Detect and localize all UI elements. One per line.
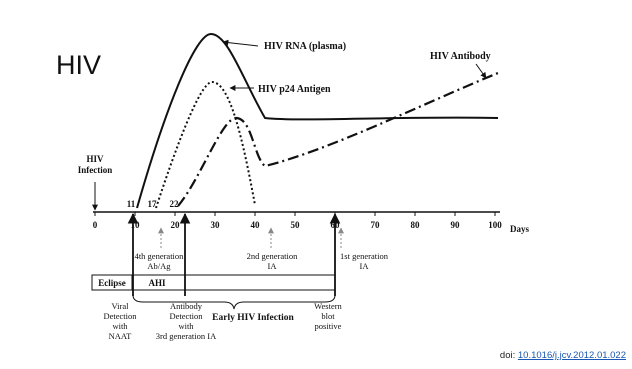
antibody-detection-line2: Detection (169, 311, 203, 321)
first-gen-label-line1: 1st generation (340, 251, 389, 261)
axis-ticks: 0102030405060708090100 (93, 212, 502, 230)
axis-tick-label: 90 (451, 220, 461, 230)
axis-tick-label: 20 (171, 220, 181, 230)
infection-label-line1: HIV (86, 154, 104, 164)
rna-label: HIV RNA (plasma) (264, 41, 346, 52)
axis-tick-label: 50 (291, 220, 301, 230)
viral-detection-line1: Viral (112, 301, 130, 311)
antibody-detection-line3: with (178, 321, 194, 331)
axis-tick-label: 100 (488, 220, 502, 230)
antibody-label: HIV Antibody (430, 51, 491, 62)
doi-citation: doi: 10.1016/j.jcv.2012.01.022 (500, 350, 626, 361)
viral-detection-line3: with (112, 321, 128, 331)
axis-tick-label: 40 (251, 220, 261, 230)
phase-eclipse: Eclipse (98, 278, 126, 288)
doi-prefix: doi: (499, 350, 516, 361)
second-gen-label-line1: 2nd generation (247, 251, 298, 261)
fourth-gen-label-line1: 4th generation (135, 251, 185, 261)
axis-tick-label: 70 (371, 220, 381, 230)
slide-title: HIV (56, 50, 101, 80)
fourth-gen-label-line2: Ab/Ag (147, 261, 171, 271)
axis-tick-label: 30 (211, 220, 221, 230)
phase-early-infection: Early HIV Infection (212, 313, 294, 323)
hiv-rna-curve (136, 32, 499, 209)
phase-ahi: AHI (148, 278, 166, 288)
viral-detection-line2: Detection (103, 311, 137, 321)
hiv-antibody-curve (177, 71, 499, 207)
early-infection-brace (132, 294, 336, 310)
marker-day-17: 17 (148, 199, 158, 209)
axis-tick-label: 0 (93, 220, 98, 230)
rna-label-arrow (222, 39, 259, 47)
antibody-label-arrow (475, 63, 487, 79)
p24-label: HIV p24 Antigen (258, 84, 331, 95)
doi-link[interactable]: 10.1016/j.jcv.2012.01.022 (517, 350, 626, 361)
infection-label-line2: Infection (78, 165, 113, 175)
marker-day-22: 22 (170, 199, 180, 209)
first-gen-label-line2: IA (360, 261, 370, 271)
axis-tick-label: 10 (131, 220, 141, 230)
axis-unit: Days (510, 224, 529, 234)
western-blot-line1: Western (314, 301, 342, 311)
phase-box (91, 274, 336, 291)
western-blot-line3: positive (315, 321, 342, 331)
axis-tick-label: 80 (411, 220, 421, 230)
marker-day-11: 11 (127, 199, 136, 209)
second-gen-label-line2: IA (268, 261, 278, 271)
viral-detection-line4: NAAT (109, 331, 132, 341)
antibody-detection-line1: Antibody (170, 301, 203, 311)
antibody-detection-line4: 3rd generation IA (156, 331, 217, 341)
hiv-p24-antigen-curve (155, 80, 256, 209)
western-blot-line2: blot (321, 311, 335, 321)
